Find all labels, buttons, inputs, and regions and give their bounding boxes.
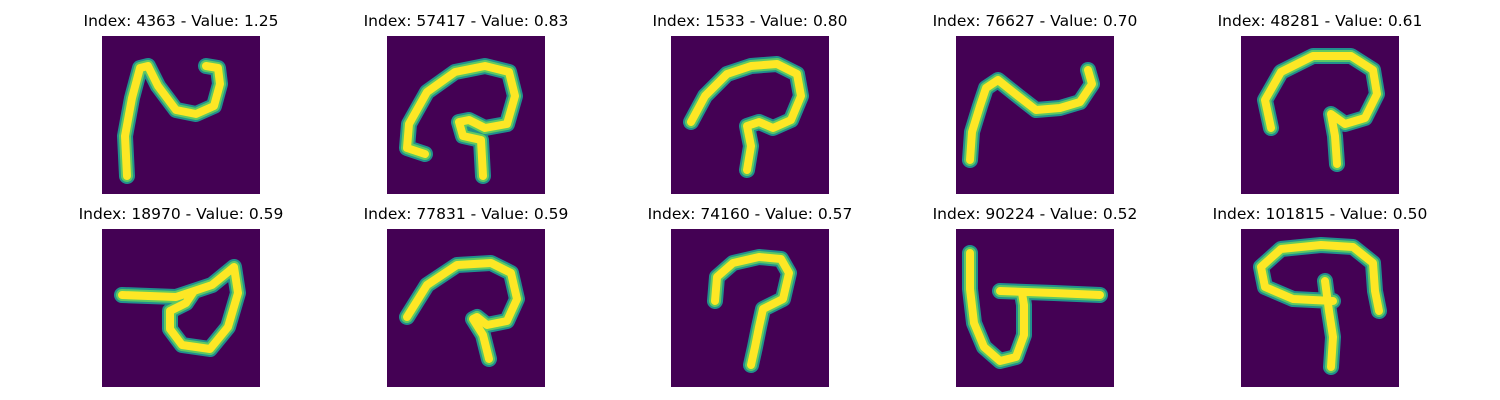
glyph-image xyxy=(387,36,545,194)
panel-title: Index: 74160 - Value: 0.57 xyxy=(647,205,853,223)
panel-title: Index: 4363 - Value: 1.25 xyxy=(83,12,279,30)
image-panel-9: Index: 90224 - Value: 0.52 xyxy=(905,204,1165,387)
image-panel-1: Index: 4363 - Value: 1.25 xyxy=(51,11,311,194)
glyph-image xyxy=(102,229,260,387)
image-panel-2: Index: 57417 - Value: 0.83 xyxy=(336,11,596,194)
glyph-image xyxy=(671,229,829,387)
image-panel-4: Index: 76627 - Value: 0.70 xyxy=(905,11,1165,194)
panel-title: Index: 101815 - Value: 0.50 xyxy=(1212,205,1428,223)
panel-title: Index: 90224 - Value: 0.52 xyxy=(932,205,1138,223)
panel-title: Index: 18970 - Value: 0.59 xyxy=(78,205,284,223)
glyph-image xyxy=(1241,229,1399,387)
image-panel-5: Index: 48281 - Value: 0.61 xyxy=(1190,11,1450,194)
glyph-image xyxy=(956,229,1114,387)
panel-title: Index: 76627 - Value: 0.70 xyxy=(932,12,1138,30)
glyph-image xyxy=(1241,36,1399,194)
panel-title: Index: 77831 - Value: 0.59 xyxy=(363,205,569,223)
glyph-image xyxy=(102,36,260,194)
image-panel-8: Index: 74160 - Value: 0.57 xyxy=(620,204,880,387)
glyph-image xyxy=(956,36,1114,194)
panel-title: Index: 57417 - Value: 0.83 xyxy=(363,12,569,30)
image-panel-6: Index: 18970 - Value: 0.59 xyxy=(51,204,311,387)
glyph-image xyxy=(671,36,829,194)
panel-title: Index: 1533 - Value: 0.80 xyxy=(652,12,848,30)
panel-title: Index: 48281 - Value: 0.61 xyxy=(1217,12,1423,30)
image-panel-7: Index: 77831 - Value: 0.59 xyxy=(336,204,596,387)
glyph-image xyxy=(387,229,545,387)
image-panel-3: Index: 1533 - Value: 0.80 xyxy=(620,11,880,194)
image-panel-10: Index: 101815 - Value: 0.50 xyxy=(1190,204,1450,387)
